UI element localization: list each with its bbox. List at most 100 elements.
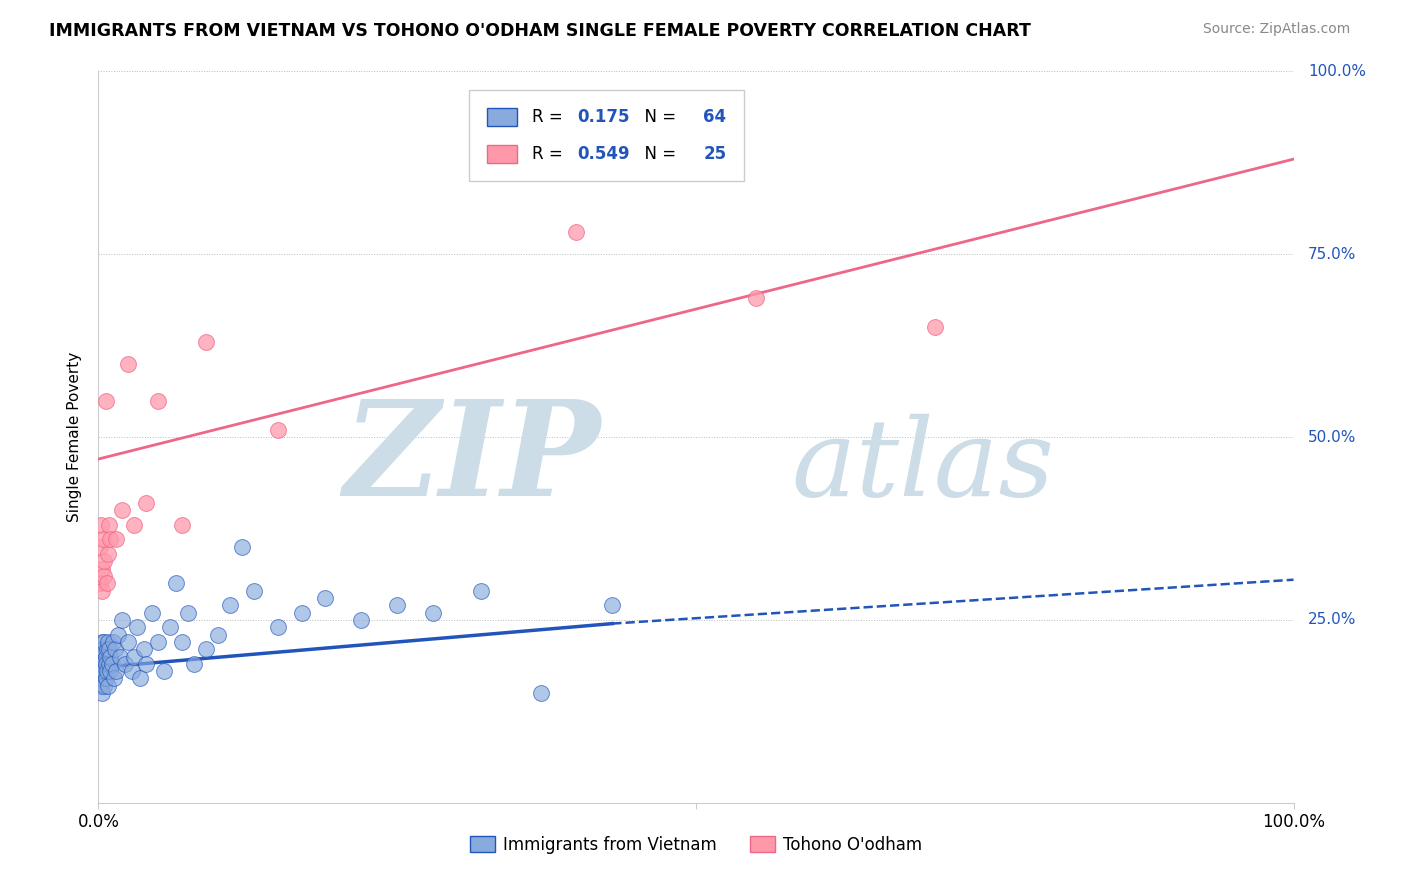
Point <box>129 672 152 686</box>
Point <box>148 635 170 649</box>
Text: 75.0%: 75.0% <box>1308 247 1357 261</box>
Text: IMMIGRANTS FROM VIETNAM VS TOHONO O'ODHAM SINGLE FEMALE POVERTY CORRELATION CHAR: IMMIGRANTS FROM VIETNAM VS TOHONO O'ODHA… <box>49 22 1031 40</box>
Text: R =: R = <box>533 145 568 163</box>
Point <box>111 503 134 517</box>
Point <box>91 664 114 678</box>
Point <box>91 672 114 686</box>
Point <box>101 635 124 649</box>
Point <box>93 664 115 678</box>
Point <box>89 576 111 591</box>
Point <box>172 635 194 649</box>
Text: atlas: atlas <box>792 414 1054 519</box>
Point <box>91 635 114 649</box>
Point <box>385 599 409 613</box>
Point <box>267 423 290 437</box>
Point <box>96 642 118 657</box>
Point <box>98 657 121 671</box>
Point <box>98 649 122 664</box>
Point <box>103 672 125 686</box>
Point <box>350 613 373 627</box>
Point <box>94 393 117 408</box>
Text: N =: N = <box>634 108 681 126</box>
Point <box>108 649 131 664</box>
Point <box>267 620 290 634</box>
Point <box>98 642 121 657</box>
Point <box>135 657 157 671</box>
Point <box>90 679 112 693</box>
Point <box>97 547 120 561</box>
Point <box>100 657 122 671</box>
Point <box>94 657 117 671</box>
Point <box>89 664 111 678</box>
Point <box>745 291 768 305</box>
Point <box>93 679 115 693</box>
Point <box>98 533 122 547</box>
Point <box>97 679 120 693</box>
Point <box>117 635 139 649</box>
Text: 50.0%: 50.0% <box>1308 430 1357 444</box>
Text: 25.0%: 25.0% <box>1308 613 1357 627</box>
Point <box>91 649 114 664</box>
Point <box>91 562 114 576</box>
Point <box>315 591 337 605</box>
Point <box>148 393 170 408</box>
Point <box>97 635 120 649</box>
Text: R =: R = <box>533 108 568 126</box>
Point <box>125 620 148 634</box>
Point <box>243 583 266 598</box>
Point <box>183 657 205 671</box>
Text: 100.0%: 100.0% <box>1308 64 1365 78</box>
Point <box>422 606 444 620</box>
Point <box>91 686 114 700</box>
Point <box>90 642 112 657</box>
Point <box>470 583 492 598</box>
Point <box>159 620 181 634</box>
Point <box>924 320 946 334</box>
Point <box>96 664 118 678</box>
Point <box>114 657 136 671</box>
Point <box>135 496 157 510</box>
Text: 64: 64 <box>703 108 727 126</box>
Point <box>291 606 314 620</box>
Point <box>93 635 115 649</box>
Legend: Immigrants from Vietnam, Tohono O'odham: Immigrants from Vietnam, Tohono O'odham <box>463 829 929 860</box>
Text: 25: 25 <box>703 145 727 163</box>
Point <box>93 554 115 568</box>
Y-axis label: Single Female Poverty: Single Female Poverty <box>67 352 83 522</box>
Point <box>105 664 128 678</box>
Point <box>219 599 242 613</box>
Point <box>93 569 115 583</box>
Point <box>98 664 122 678</box>
Point <box>231 540 253 554</box>
Point <box>165 576 187 591</box>
Point <box>105 533 128 547</box>
Point <box>565 225 588 239</box>
FancyBboxPatch shape <box>470 90 744 181</box>
Point <box>124 649 146 664</box>
Point <box>96 576 118 591</box>
Point <box>91 657 114 671</box>
Point <box>132 642 155 657</box>
Point <box>91 642 114 657</box>
Text: 0.175: 0.175 <box>578 108 630 126</box>
Point <box>91 533 114 547</box>
Point <box>121 664 143 678</box>
Point <box>195 334 218 349</box>
Point <box>141 606 163 620</box>
Point <box>104 642 127 657</box>
Point <box>117 357 139 371</box>
Point <box>530 686 553 700</box>
Point <box>90 657 112 671</box>
Point <box>602 599 624 613</box>
Point <box>172 517 194 532</box>
Text: 0.549: 0.549 <box>578 145 630 163</box>
Point <box>89 649 111 664</box>
Point <box>94 649 117 664</box>
Point <box>111 613 134 627</box>
Point <box>89 540 111 554</box>
Point <box>177 606 200 620</box>
Point <box>94 672 117 686</box>
Text: N =: N = <box>634 145 681 163</box>
Text: Source: ZipAtlas.com: Source: ZipAtlas.com <box>1202 22 1350 37</box>
Text: ZIP: ZIP <box>343 394 600 524</box>
